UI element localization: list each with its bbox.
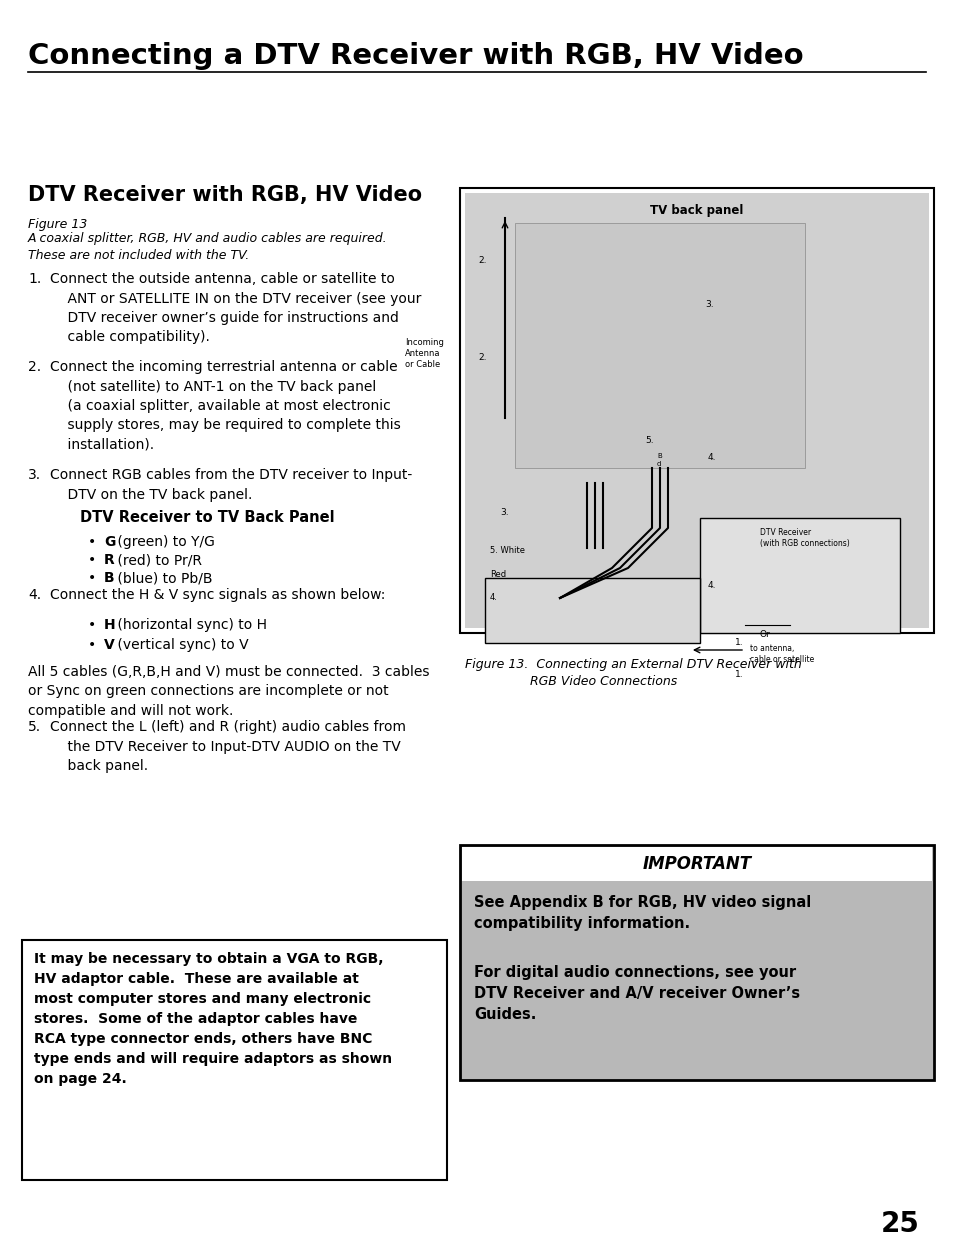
Text: Figure 13.  Connecting an External DTV Receiver with: Figure 13. Connecting an External DTV Re…	[464, 658, 801, 671]
Text: 4.: 4.	[707, 453, 716, 462]
Bar	[461, 847, 931, 881]
Bar	[459, 845, 933, 1079]
Bar	[459, 188, 933, 634]
Text: •: •	[88, 553, 96, 567]
Text: to antenna,
cable or satellite: to antenna, cable or satellite	[749, 643, 814, 664]
Text: Connect RGB cables from the DTV receiver to Input-
    DTV on the TV back panel.: Connect RGB cables from the DTV receiver…	[50, 468, 412, 501]
Text: 3.: 3.	[704, 300, 713, 309]
Bar	[22, 940, 447, 1179]
Bar	[515, 224, 804, 468]
Text: (red) to Pr/R: (red) to Pr/R	[112, 553, 202, 567]
Text: (vertical sync) to V: (vertical sync) to V	[112, 638, 249, 652]
Text: R: R	[104, 553, 114, 567]
Text: Figure 13: Figure 13	[28, 219, 88, 231]
Text: DTV Receiver
(with RGB connections): DTV Receiver (with RGB connections)	[760, 529, 849, 548]
Text: B: B	[104, 571, 114, 585]
Text: •: •	[88, 638, 96, 652]
Text: B: B	[657, 453, 661, 459]
Text: 3.: 3.	[499, 508, 508, 517]
Text: 3.: 3.	[28, 468, 41, 482]
Text: 5. White: 5. White	[490, 546, 524, 555]
Bar	[464, 193, 928, 629]
Text: •: •	[88, 535, 96, 550]
Text: Connect the outside antenna, cable or satellite to
    ANT or SATELLITE IN on th: Connect the outside antenna, cable or sa…	[50, 272, 421, 345]
Text: TV back panel: TV back panel	[650, 204, 743, 217]
Text: Connect the incoming terrestrial antenna or cable
    (not satellite) to ANT-1 o: Connect the incoming terrestrial antenna…	[50, 359, 400, 452]
Text: •: •	[88, 618, 96, 632]
Text: For digital audio connections, see your
DTV Receiver and A/V receiver Owner’s
Gu: For digital audio connections, see your …	[474, 965, 800, 1023]
Text: DTV Receiver with RGB, HV Video: DTV Receiver with RGB, HV Video	[28, 185, 421, 205]
Text: Connect the H & V sync signals as shown below:: Connect the H & V sync signals as shown …	[50, 588, 385, 601]
Text: 1.: 1.	[734, 638, 742, 647]
Text: 4.: 4.	[490, 593, 497, 601]
Text: DTV Receiver to TV Back Panel: DTV Receiver to TV Back Panel	[80, 510, 335, 525]
Text: (blue) to Pb/B: (blue) to Pb/B	[112, 571, 213, 585]
Text: 4.: 4.	[707, 580, 716, 590]
Text: d: d	[657, 461, 660, 467]
Text: V: V	[104, 638, 114, 652]
Bar	[484, 578, 700, 643]
Text: RGB Video Connections: RGB Video Connections	[530, 676, 677, 688]
Text: 2.: 2.	[28, 359, 41, 374]
Text: 5.: 5.	[644, 436, 653, 445]
Text: •: •	[88, 571, 96, 585]
Text: (green) to Y/G: (green) to Y/G	[112, 535, 214, 550]
Text: A coaxial splitter, RGB, HV and audio cables are required.
These are not include: A coaxial splitter, RGB, HV and audio ca…	[28, 232, 387, 262]
Text: All 5 cables (G,R,B,H and V) must be connected.  3 cables
or Sync on green conne: All 5 cables (G,R,B,H and V) must be con…	[28, 664, 429, 718]
Text: Or: Or	[759, 630, 770, 638]
Text: 5.: 5.	[28, 720, 41, 734]
Text: 1.: 1.	[28, 272, 41, 287]
Text: G: G	[104, 535, 115, 550]
Text: 1.: 1.	[734, 671, 742, 679]
Text: Incoming
Antenna
or Cable: Incoming Antenna or Cable	[405, 338, 443, 369]
Text: Red: Red	[490, 571, 506, 579]
Text: See Appendix B for RGB, HV video signal
compatibility information.: See Appendix B for RGB, HV video signal …	[474, 895, 810, 931]
Text: IMPORTANT: IMPORTANT	[641, 855, 751, 873]
Text: 2.: 2.	[477, 256, 486, 266]
Text: 25: 25	[881, 1210, 919, 1235]
Text: 2.: 2.	[477, 353, 486, 362]
Text: It may be necessary to obtain a VGA to RGB,
HV adaptor cable.  These are availab: It may be necessary to obtain a VGA to R…	[34, 952, 392, 1087]
Text: H: H	[104, 618, 115, 632]
Text: (horizontal sync) to H: (horizontal sync) to H	[112, 618, 267, 632]
Text: Connect the L (left) and R (right) audio cables from
    the DTV Receiver to Inp: Connect the L (left) and R (right) audio…	[50, 720, 406, 773]
Text: 4.: 4.	[28, 588, 41, 601]
Bar	[700, 517, 899, 634]
Text: Connecting a DTV Receiver with RGB, HV Video: Connecting a DTV Receiver with RGB, HV V…	[28, 42, 802, 70]
